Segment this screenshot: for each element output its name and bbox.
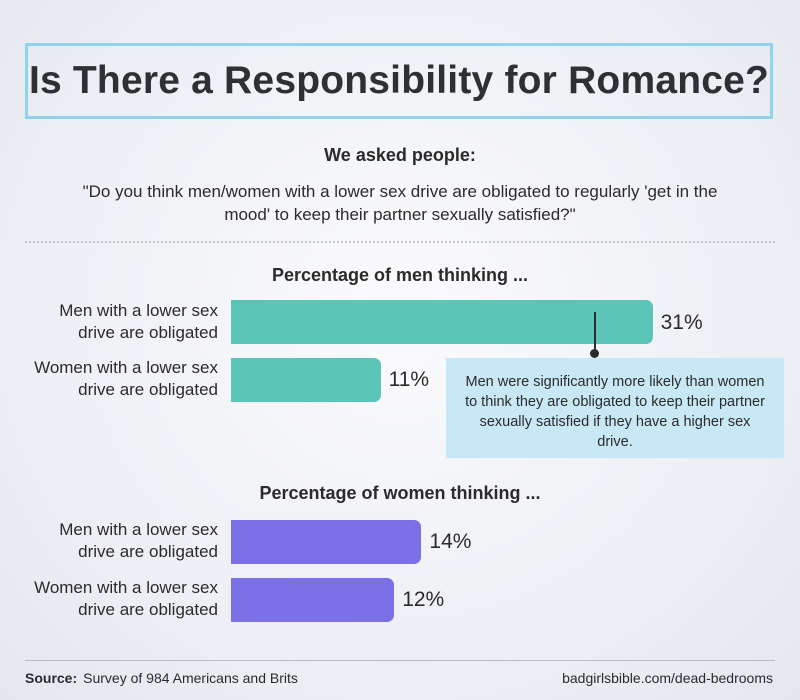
women-row-label-1: Men with a lower sex drive are obligated [59, 520, 218, 561]
women-bar-women-obligated [231, 578, 395, 622]
women-group-title: Percentage of women thinking ... [259, 483, 541, 503]
men-value-label-1: 31% [660, 311, 703, 334]
dotted-divider [25, 241, 775, 243]
men-group-title: Percentage of men thinking ... [271, 265, 529, 285]
men-row-label-1: Men with a lower sex drive are obligated [59, 301, 218, 342]
title-box: Is There a Responsibility for Romance? [25, 43, 773, 119]
site-url: badgirlsbible.com/dead-bedrooms [562, 670, 773, 686]
asked-label: We asked people: [324, 145, 476, 165]
women-bar-men-obligated [231, 520, 422, 564]
source-label: Source: [25, 670, 78, 686]
men-bar-men-obligated [231, 300, 653, 344]
source-note: Source: Survey of 984 Americans and Brits [25, 670, 298, 686]
footer-divider [25, 660, 775, 661]
women-value-label-2: 12% [402, 588, 445, 611]
callout-pointer-line [594, 312, 596, 354]
callout-box: Men were significantly more likely than … [446, 358, 784, 458]
women-value-label-1: 14% [429, 530, 472, 553]
men-row-label-2: Women with a lower sex drive are obligat… [34, 358, 218, 399]
page-title: Is There a Responsibility for Romance? [28, 59, 770, 102]
survey-question: "Do you think men/women with a lower sex… [82, 182, 718, 224]
men-value-label-2: 11% [388, 368, 430, 391]
callout-pointer-dot [590, 349, 599, 358]
source-text: Survey of 984 Americans and Brits [83, 670, 298, 686]
men-bar-women-obligated [231, 358, 381, 402]
women-row-label-2: Women with a lower sex drive are obligat… [34, 578, 218, 619]
